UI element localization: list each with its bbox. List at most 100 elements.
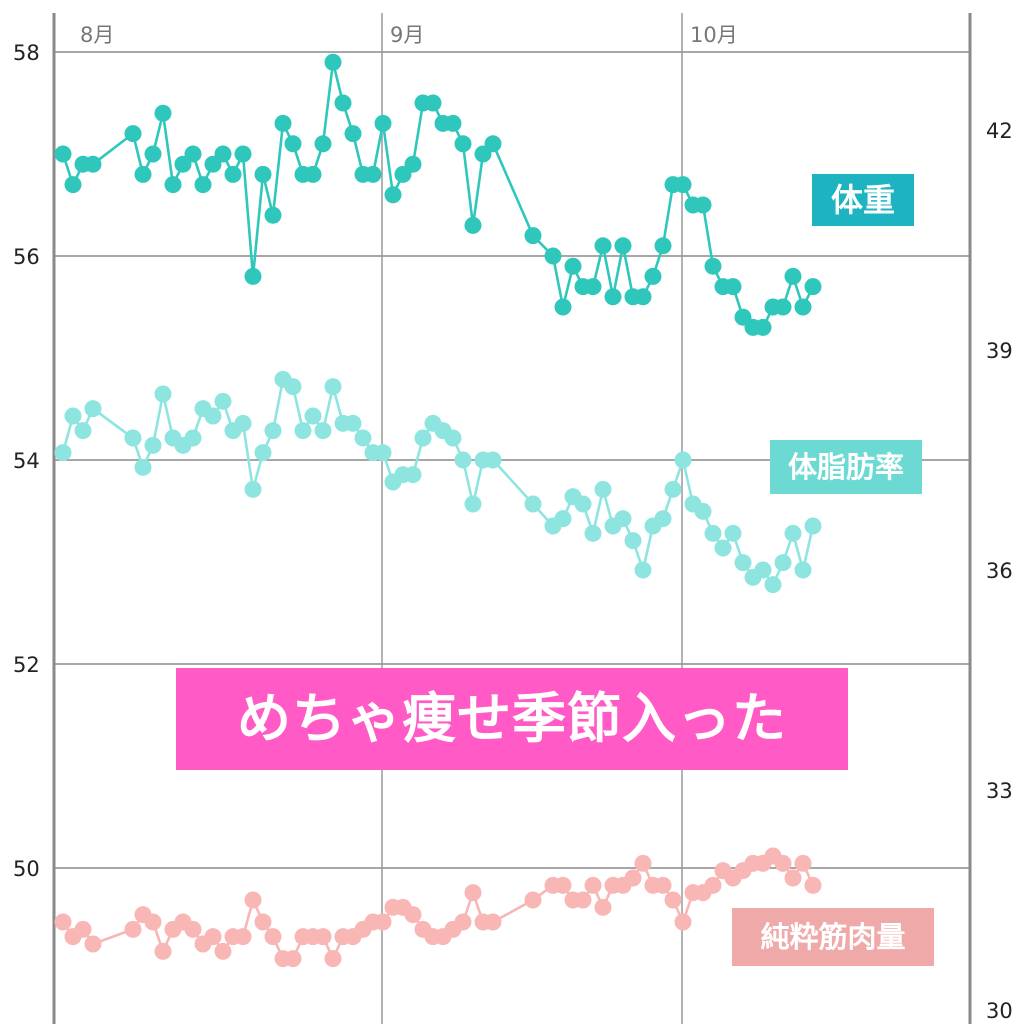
data-point bbox=[254, 165, 272, 183]
y-right-tick-42: 42 bbox=[986, 119, 1013, 143]
data-point bbox=[84, 155, 102, 173]
data-point bbox=[314, 135, 332, 153]
data-point bbox=[554, 510, 572, 528]
data-point bbox=[774, 298, 792, 316]
data-point bbox=[694, 502, 712, 520]
data-point bbox=[484, 135, 502, 153]
data-point bbox=[424, 94, 442, 112]
data-point bbox=[54, 145, 72, 163]
data-point bbox=[444, 114, 462, 132]
data-point bbox=[284, 950, 302, 968]
data-point bbox=[284, 135, 302, 153]
y-left-tick-52: 52 bbox=[13, 653, 40, 677]
y-right-tick-33: 33 bbox=[986, 779, 1013, 803]
data-point bbox=[704, 257, 722, 275]
series-label-body-fat: 体脂肪率 bbox=[770, 440, 922, 494]
data-point bbox=[194, 176, 212, 194]
y-right-tick-39: 39 bbox=[986, 339, 1013, 363]
data-point bbox=[234, 414, 252, 432]
data-point bbox=[454, 913, 472, 931]
data-point bbox=[204, 928, 222, 946]
data-point bbox=[184, 145, 202, 163]
data-point bbox=[324, 950, 342, 968]
data-point bbox=[324, 378, 342, 396]
data-point bbox=[584, 278, 602, 296]
series-layer bbox=[54, 53, 822, 968]
data-point bbox=[594, 237, 612, 255]
data-point bbox=[294, 422, 312, 440]
data-point bbox=[724, 278, 742, 296]
data-point bbox=[624, 532, 642, 550]
data-point bbox=[334, 94, 352, 112]
data-point bbox=[464, 495, 482, 513]
data-point bbox=[404, 466, 422, 484]
data-point bbox=[234, 928, 252, 946]
data-point bbox=[524, 891, 542, 909]
data-point bbox=[134, 458, 152, 476]
series-body-fat bbox=[54, 370, 822, 594]
data-point bbox=[804, 278, 822, 296]
data-point bbox=[664, 891, 682, 909]
data-point bbox=[154, 942, 172, 960]
y-right-tick-30: 30 bbox=[986, 999, 1013, 1023]
data-point bbox=[634, 854, 652, 872]
data-point bbox=[264, 206, 282, 224]
data-point bbox=[714, 539, 732, 557]
data-point bbox=[544, 247, 562, 265]
data-point bbox=[754, 561, 772, 579]
data-point bbox=[214, 942, 232, 960]
data-point bbox=[724, 524, 742, 542]
data-point bbox=[674, 176, 692, 194]
data-point bbox=[794, 561, 812, 579]
data-point bbox=[124, 125, 142, 143]
data-point bbox=[704, 524, 722, 542]
data-point bbox=[784, 524, 802, 542]
series-label-muscle: 純粋筋肉量 bbox=[732, 908, 934, 966]
data-point bbox=[254, 913, 272, 931]
data-point bbox=[554, 876, 572, 894]
data-point bbox=[74, 422, 92, 440]
data-point bbox=[634, 288, 652, 306]
data-point bbox=[184, 920, 202, 938]
left-y-tick-labels: 58 56 54 52 50 bbox=[13, 41, 40, 881]
data-point bbox=[304, 165, 322, 183]
data-point bbox=[464, 216, 482, 234]
data-point bbox=[784, 869, 802, 887]
data-point bbox=[794, 854, 812, 872]
data-point bbox=[364, 165, 382, 183]
data-point bbox=[574, 495, 592, 513]
data-point bbox=[234, 145, 252, 163]
x-tick-sep: 9月 bbox=[390, 23, 424, 47]
data-point bbox=[64, 176, 82, 194]
data-point bbox=[584, 876, 602, 894]
y-left-tick-56: 56 bbox=[13, 245, 40, 269]
x-tick-labels: 8月 9月 10月 bbox=[80, 23, 738, 47]
data-point bbox=[584, 524, 602, 542]
data-point bbox=[644, 267, 662, 285]
y-right-tick-36: 36 bbox=[986, 559, 1013, 583]
data-point bbox=[124, 429, 142, 447]
data-point bbox=[484, 913, 502, 931]
data-point bbox=[164, 176, 182, 194]
data-point bbox=[734, 554, 752, 572]
data-point bbox=[454, 135, 472, 153]
data-point bbox=[804, 876, 822, 894]
data-point bbox=[304, 407, 322, 425]
data-point bbox=[594, 480, 612, 498]
data-point bbox=[654, 510, 672, 528]
data-point bbox=[384, 186, 402, 204]
y-left-tick-54: 54 bbox=[13, 449, 40, 473]
data-point bbox=[244, 267, 262, 285]
data-point bbox=[614, 510, 632, 528]
data-point bbox=[54, 444, 72, 462]
data-point bbox=[564, 257, 582, 275]
data-point bbox=[634, 561, 652, 579]
x-tick-oct: 10月 bbox=[690, 23, 738, 47]
data-point bbox=[574, 891, 592, 909]
series-muscle bbox=[54, 847, 822, 968]
data-point bbox=[604, 288, 622, 306]
data-point bbox=[134, 165, 152, 183]
data-point bbox=[664, 480, 682, 498]
